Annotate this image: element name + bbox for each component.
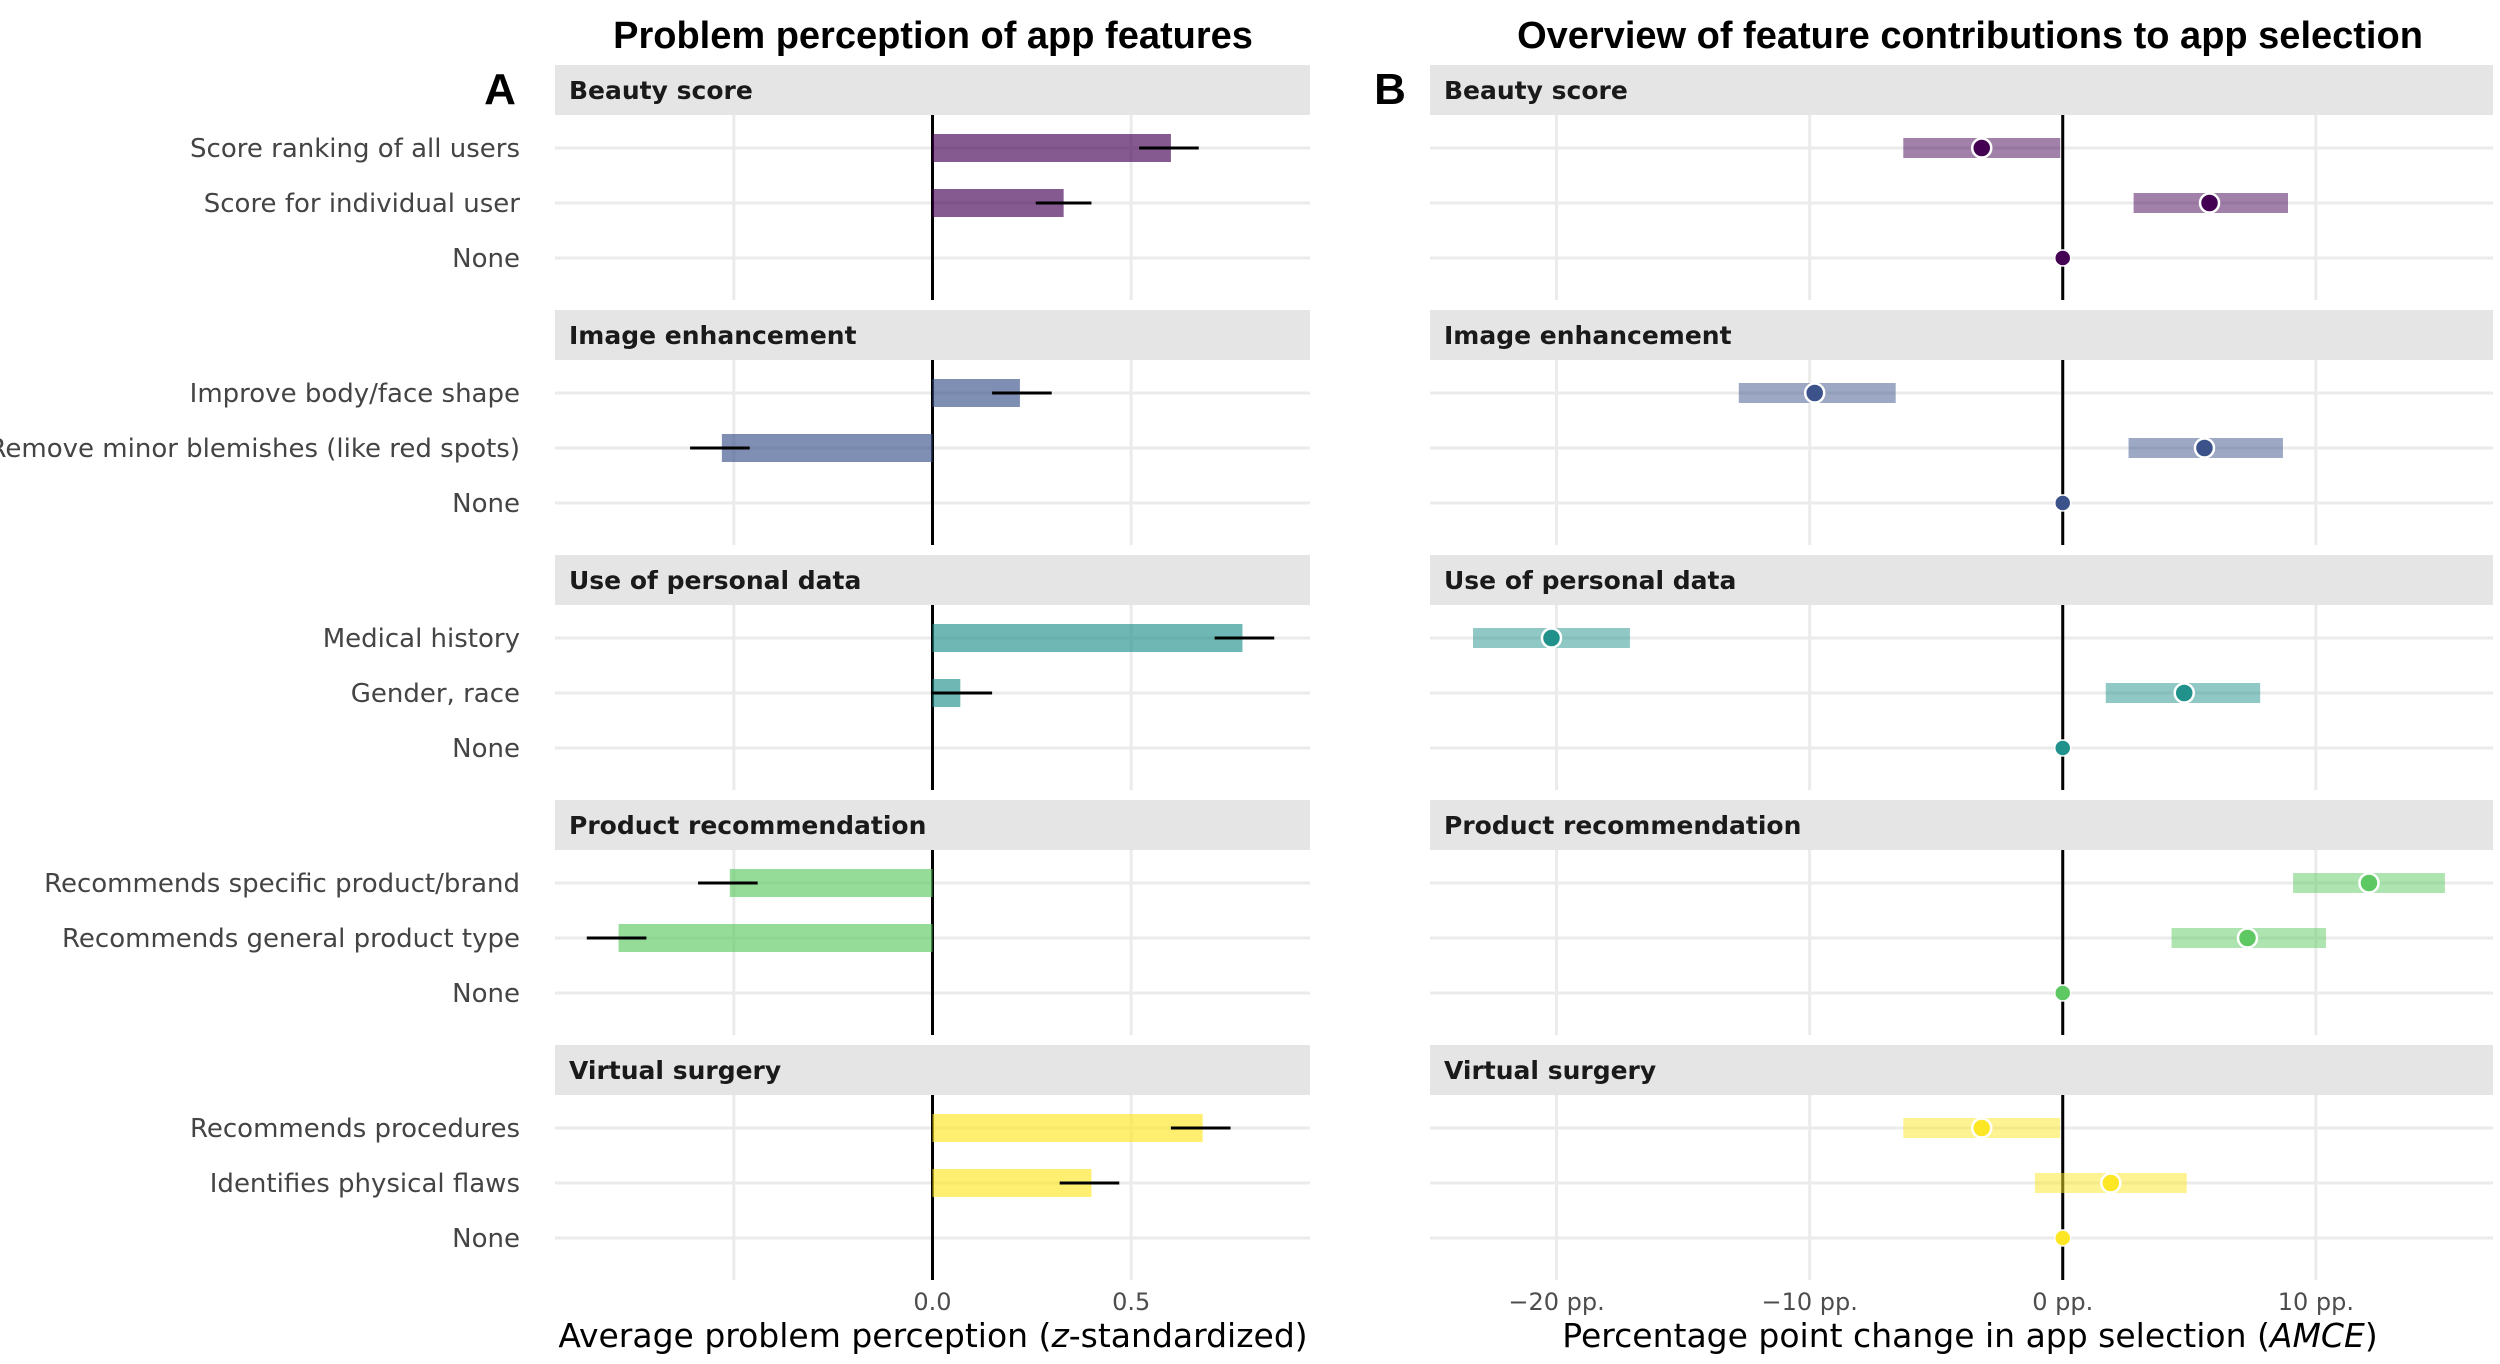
point-improve-body-face-shape xyxy=(1803,382,1826,404)
point-none xyxy=(2053,494,2072,512)
facet-strip-label: Virtual surgery xyxy=(1444,1056,1656,1085)
facet-strip-label: Product recommendation xyxy=(569,811,926,840)
panel-a-tag: A xyxy=(484,65,516,114)
row-label-none: None xyxy=(452,734,520,764)
x-title-a-post: -standardized) xyxy=(1069,1316,1308,1355)
facet-strip-image-enhancement xyxy=(555,310,1310,360)
facet-strip-image-enhancement xyxy=(1430,310,2493,360)
point-recommends-specific-product-brand xyxy=(2358,872,2380,894)
bar-recommends-procedures xyxy=(932,1114,1203,1142)
x-tick-label: −20 pp. xyxy=(1508,1288,1604,1316)
point-none xyxy=(2053,1229,2072,1247)
point-medical-history xyxy=(1540,627,1563,649)
x-tick-label: 0.0 xyxy=(913,1288,951,1316)
row-label-none: None xyxy=(452,1224,520,1254)
x-tick-label: −10 pp. xyxy=(1761,1288,1857,1316)
panel-b-tag: B xyxy=(1374,65,1406,114)
bar-recommends-general-product-type xyxy=(618,924,933,952)
point-gender-race xyxy=(2173,682,2195,704)
row-label-none: None xyxy=(452,489,520,519)
facet-strip-label: Beauty score xyxy=(1444,76,1628,105)
row-label-recommends-procedures: Recommends procedures xyxy=(190,1114,520,1144)
row-label-improve-body-face-shape: Improve body/face shape xyxy=(190,379,520,409)
facet-strip-product-recommendation xyxy=(1430,800,2493,850)
row-label-recommends-general-product-type: Recommends general product type xyxy=(62,924,520,954)
row-label-identifies-physical-flaws: Identifies physical flaws xyxy=(210,1169,520,1199)
facet-strip-use-of-personal-data xyxy=(1430,555,2493,605)
row-label-none: None xyxy=(452,979,520,1009)
x-tick-label: 10 pp. xyxy=(2278,1288,2354,1316)
row-label-remove-minor-blemishes-like-red-spots: Remove minor blemishes (like red spots) xyxy=(0,434,520,464)
panel-b-title: Overview of feature contributions to app… xyxy=(1517,15,2423,57)
x-title-b-pre: Percentage point change in app selection… xyxy=(1562,1316,2270,1355)
x-title-b-post: ) xyxy=(2365,1316,2378,1355)
x-title-b-italic: AMCE xyxy=(2268,1316,2365,1355)
panel-b-plot: Beauty score Image enhancement Use of pers… xyxy=(1430,65,2493,1316)
facet-strip-label: Virtual surgery xyxy=(569,1056,781,1085)
x-title-a-pre: Average problem perception ( xyxy=(558,1316,1051,1355)
row-label-score-for-individual-user: Score for individual user xyxy=(204,189,521,219)
point-score-for-individual-user xyxy=(2198,192,2221,214)
row-label-gender-race: Gender, race xyxy=(351,679,520,709)
facet-strip-label: Product recommendation xyxy=(1444,811,1801,840)
x-title-a-italic: z xyxy=(1050,1316,1069,1355)
point-score-ranking-of-all-users xyxy=(1970,137,1993,159)
facet-strip-beauty-score xyxy=(1430,65,2493,115)
facet-strip-label: Image enhancement xyxy=(1444,321,1732,350)
point-none xyxy=(2053,984,2072,1002)
row-label-score-ranking-of-all-users: Score ranking of all users xyxy=(190,134,520,164)
facet-strip-virtual-surgery xyxy=(555,1045,1310,1095)
facet-strip-beauty-score xyxy=(555,65,1310,115)
point-recommends-procedures xyxy=(1970,1117,1993,1139)
bar-score-ranking-of-all-users xyxy=(932,134,1171,162)
bar-recommends-specific-product-brand xyxy=(729,869,933,897)
point-recommends-general-product-type xyxy=(2236,927,2259,949)
point-remove-minor-blemishes-like-red-spots xyxy=(2193,437,2216,459)
panel-a-title: Problem perception of app features xyxy=(613,15,1253,57)
x-tick-label: 0 pp. xyxy=(2032,1288,2093,1316)
panel-b-x-axis-title: Percentage point change in app selection… xyxy=(1562,1316,2377,1355)
facet-strip-label: Beauty score xyxy=(569,76,753,105)
row-label-none: None xyxy=(452,244,520,274)
x-tick-label: 0.5 xyxy=(1112,1288,1150,1316)
bar-medical-history xyxy=(932,624,1243,652)
facet-strip-label: Use of personal data xyxy=(569,566,861,595)
panel-a-plot: Beauty score Score ranking of all users Sc… xyxy=(0,65,1310,1316)
panel-a-x-axis-title: Average problem perception (z-standardiz… xyxy=(558,1316,1307,1355)
facet-strip-label: Use of personal data xyxy=(1444,566,1736,595)
point-identifies-physical-flaws xyxy=(2100,1172,2122,1194)
facet-strip-label: Image enhancement xyxy=(569,321,857,350)
point-none xyxy=(2053,739,2072,757)
facet-strip-virtual-surgery xyxy=(1430,1045,2493,1095)
facet-strip-product-recommendation xyxy=(555,800,1310,850)
point-none xyxy=(2053,249,2072,267)
row-label-recommends-specific-product-brand: Recommends specific product/brand xyxy=(44,869,520,899)
row-label-medical-history: Medical history xyxy=(323,624,520,654)
bar-remove-minor-blemishes-like-red-spots xyxy=(721,434,933,462)
facet-strip-use-of-personal-data xyxy=(555,555,1310,605)
